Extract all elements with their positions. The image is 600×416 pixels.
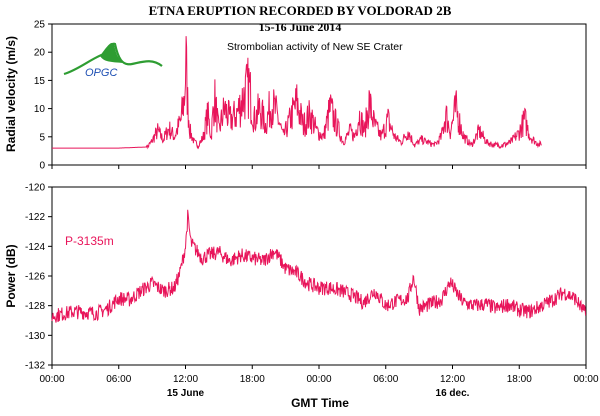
bottom-y-tick-label: -126 xyxy=(25,272,45,283)
top-x-ticks xyxy=(51,165,587,169)
bottom-plot-frame xyxy=(51,186,587,366)
radial-velocity-series-line xyxy=(52,36,542,150)
top-y-tick-label: 10 xyxy=(34,104,46,115)
top-y-axis-label: Radial velocity (m/s) xyxy=(4,36,18,152)
top-annotation: Strombolian activity of New SE Crater xyxy=(227,41,403,53)
x-tick-label: 12:00 xyxy=(440,374,465,385)
bottom-y-tick-label: -122 xyxy=(25,212,45,223)
logo-peak-shape xyxy=(100,42,124,63)
x-tick-label: 18:00 xyxy=(240,374,265,385)
bottom-x-axis: 00:00 06:00 12:00 18:00 00:00 06:00 12:00 18:00… xyxy=(39,365,599,399)
x-tick-label: 06:00 xyxy=(373,374,398,385)
x-tick-label: 12:00 xyxy=(173,374,198,385)
x-tick-label: 00:00 xyxy=(306,374,331,385)
date-label: 16 dec. xyxy=(436,388,470,399)
bottom-y-tick-label: -120 xyxy=(25,183,45,194)
top-y-tick-label: 5 xyxy=(39,132,45,143)
chart-title: ETNA ERUPTION RECORDED BY VOLDORAD 2B xyxy=(149,3,452,18)
top-y-tick-label: 25 xyxy=(34,20,46,31)
top-y-axis: 0 5 10 15 20 25 xyxy=(34,20,52,172)
top-y-tick-label: 20 xyxy=(34,48,46,59)
radial-velocity-panel: 0 5 10 15 20 25 Radial velocity (m/s) xyxy=(4,20,587,172)
opgc-logo: OPGC xyxy=(63,42,163,79)
bottom-y-axis-label: Power (dB) xyxy=(4,244,18,307)
x-tick-label: 18:00 xyxy=(507,374,532,385)
series-label: P-3135m xyxy=(65,234,114,248)
bottom-y-tick-label: -124 xyxy=(25,242,45,253)
top-y-tick-label: 15 xyxy=(34,76,46,87)
power-series-line xyxy=(51,209,587,323)
x-tick-label: 00:00 xyxy=(39,374,64,385)
bottom-y-tick-label: -130 xyxy=(25,331,45,342)
bottom-y-tick-label: -132 xyxy=(25,361,45,372)
date-label: 15 June xyxy=(167,388,205,399)
logo-mountain-shape xyxy=(63,42,163,76)
bottom-y-axis: -132 -130 -128 -126 -124 -122 -120 xyxy=(25,183,52,372)
power-panel: -132 -130 -128 -126 -124 -122 -120 00:00 06:00 1… xyxy=(4,183,599,400)
bottom-y-tick-label: -128 xyxy=(25,301,45,312)
x-tick-label: 06:00 xyxy=(106,374,131,385)
logo-text: OPGC xyxy=(85,67,117,79)
chart-subtitle: 15-16 June 2014 xyxy=(259,20,342,34)
x-tick-label: 00:00 xyxy=(573,374,598,385)
x-axis-label: GMT Time xyxy=(291,396,349,410)
top-y-tick-label: 0 xyxy=(39,161,45,172)
